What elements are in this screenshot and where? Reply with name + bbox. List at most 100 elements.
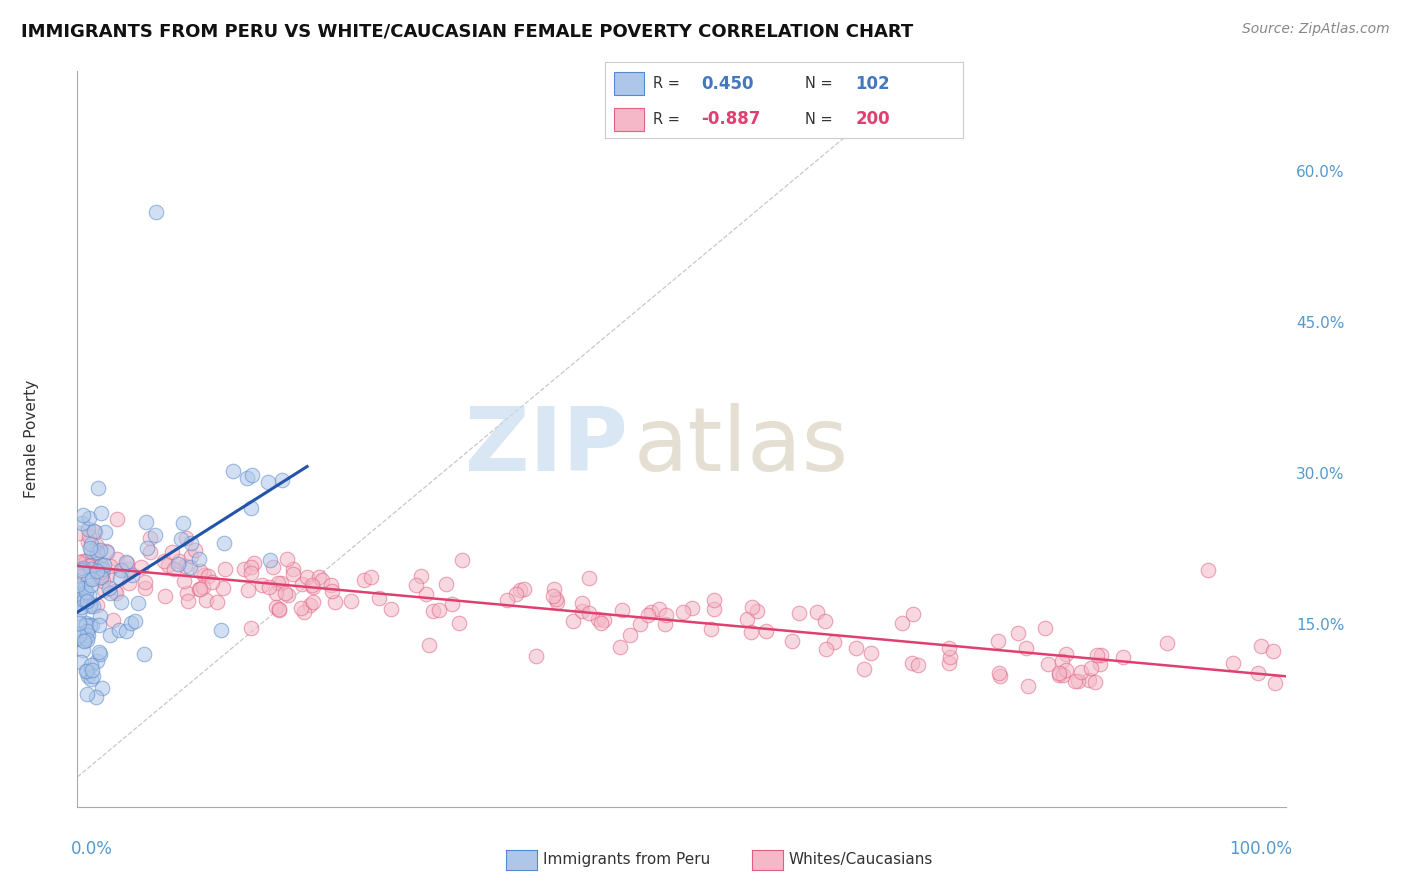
Point [543,589,565,603]
Point [72,558,94,572]
Point [66,631,89,645]
Point [1112,649,1135,664]
Point [75,618,97,632]
Point [129,560,152,574]
Point [703,593,725,607]
Point [75,584,97,599]
Point [298,599,321,613]
Point [257,475,280,489]
Point [70,516,93,530]
Point [134,574,156,589]
Point [86,565,108,579]
Point [188,582,211,596]
Point [193,568,215,582]
Point [1036,657,1059,671]
Text: -0.887: -0.887 [702,111,761,128]
Point [1088,657,1111,672]
Point [127,597,149,611]
Point [67,615,90,630]
Point [853,662,876,676]
Point [205,594,228,608]
Point [67,606,90,620]
Point [91,567,114,582]
Point [259,552,281,566]
Text: 0.450: 0.450 [702,75,754,93]
Point [76,633,98,648]
Point [73,593,96,607]
Point [434,576,457,591]
Point [262,560,284,574]
Point [277,588,299,602]
Point [121,568,143,582]
Point [813,614,835,628]
Point [98,581,121,595]
Point [239,559,262,574]
Point [153,554,176,568]
Point [87,617,110,632]
Point [1090,648,1112,662]
Point [682,600,704,615]
Point [295,570,318,584]
Point [75,664,97,678]
Point [89,563,111,577]
Point [72,563,94,577]
Point [409,569,432,583]
Point [75,581,97,595]
Text: Female Poverty: Female Poverty [24,380,39,499]
Point [75,595,97,609]
Point [79,618,101,632]
Point [75,615,97,630]
Point [1247,665,1270,680]
Point [740,625,762,640]
Point [1250,639,1272,653]
Point [77,574,100,588]
Point [67,628,90,642]
Point [823,635,845,649]
Point [75,554,97,568]
Point [405,578,427,592]
Point [83,546,105,560]
Point [900,656,922,670]
Point [319,578,342,592]
Point [93,558,115,573]
Point [755,624,778,638]
Point [1063,673,1085,688]
Point [212,581,235,595]
Point [269,603,291,617]
Point [302,595,325,609]
Point [495,593,517,607]
Point [77,669,100,683]
Point [72,554,94,568]
Point [110,563,132,577]
Point [264,585,287,599]
Point [79,597,101,611]
Point [86,543,108,558]
Point [82,663,104,677]
Point [270,473,292,487]
Point [76,664,98,678]
Point [270,576,292,591]
Point [76,522,98,536]
Point [449,615,471,630]
Point [1197,563,1219,577]
Point [191,580,214,594]
Point [77,559,100,574]
Point [360,570,382,584]
Point [135,515,157,529]
Text: N =: N = [806,76,832,91]
Point [513,582,536,596]
Point [70,582,93,596]
Point [427,602,450,616]
Point [73,634,96,648]
Point [80,618,103,632]
Point [90,558,112,573]
Point [524,649,547,664]
Point [67,555,90,569]
Point [235,471,257,485]
Point [80,536,103,550]
Point [1033,621,1056,635]
Point [77,628,100,642]
Point [187,551,209,566]
Point [637,607,659,622]
Point [1222,657,1244,671]
